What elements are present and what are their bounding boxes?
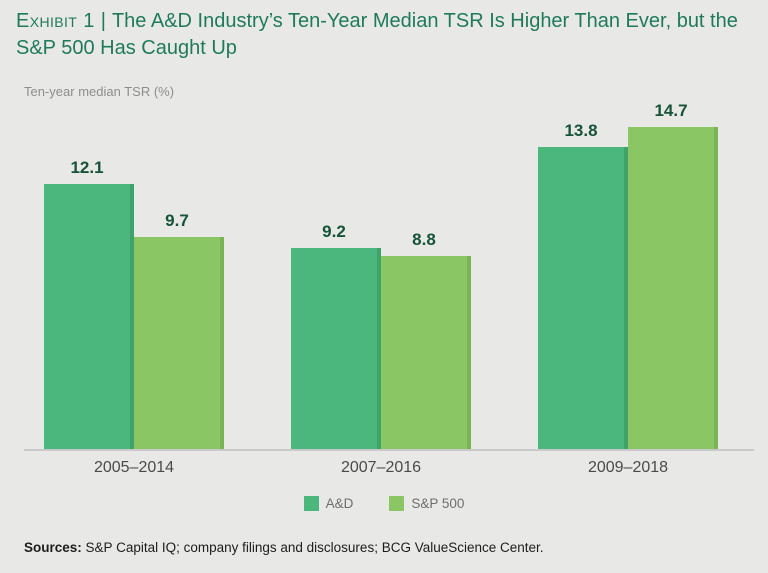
bar-value-label: 14.7 — [654, 101, 688, 120]
bar-group-2005-2014: 12.1 9.7 — [44, 158, 224, 449]
title-text: The A&D Industry’s Ten-Year Median TSR I… — [16, 10, 738, 59]
bar-s-p-500: 14.7 — [628, 101, 718, 449]
y-axis-title: Ten-year median TSR (%) — [24, 84, 175, 99]
legend-item-a-d: A&D — [303, 496, 354, 511]
legend-item-s-p-500: S&P 500 — [389, 496, 464, 511]
sources-note: Sources: S&P Capital IQ; company filings… — [24, 540, 544, 555]
exhibit-label: Exhibit 1 — [16, 10, 95, 32]
x-axis-label-2005-2014: 2005–2014 — [93, 459, 175, 476]
bar-groups: 12.1 9.7 9.2 8.8 13.8 14.7 — [44, 101, 718, 449]
bar-group-2009-2018: 13.8 14.7 — [538, 101, 718, 449]
bar-a-d: 13.8 — [538, 121, 628, 449]
bar-value-label: 9.2 — [322, 222, 346, 241]
x-axis-label-2007-2016: 2007–2016 — [340, 459, 422, 476]
sources-text: S&P Capital IQ; company filings and disc… — [85, 540, 544, 555]
legend-swatch-s-p-500 — [389, 496, 405, 511]
x-axis-label-2009-2018: 2009–2018 — [587, 459, 669, 476]
bar-value-label: 9.7 — [165, 211, 189, 230]
legend-label-s-p-500: S&P 500 — [411, 496, 465, 511]
bar-value-label: 13.8 — [564, 121, 598, 140]
bar-value-label: 8.8 — [412, 230, 436, 249]
bar-a-d: 12.1 — [44, 158, 134, 449]
bar-value-label: 12.1 — [70, 158, 104, 177]
x-axis-labels: 2005–2014 2007–2016 2009–2018 — [44, 459, 718, 477]
legend-swatch-a-d — [303, 496, 319, 511]
bar-s-p-500: 9.7 — [134, 211, 224, 449]
bar-s-p-500: 8.8 — [381, 230, 471, 449]
x-axis-baseline — [24, 449, 754, 451]
legend: A&D S&P 500 — [0, 496, 768, 511]
legend-label-a-d: A&D — [325, 496, 354, 511]
bar-a-d: 9.2 — [291, 222, 381, 449]
page-title: Exhibit 1 | The A&D Industry’s Ten-Year Me… — [16, 8, 762, 62]
title-separator: | — [100, 10, 106, 32]
sources-label: Sources: — [24, 540, 82, 555]
bar-group-2007-2016: 9.2 8.8 — [291, 222, 471, 449]
